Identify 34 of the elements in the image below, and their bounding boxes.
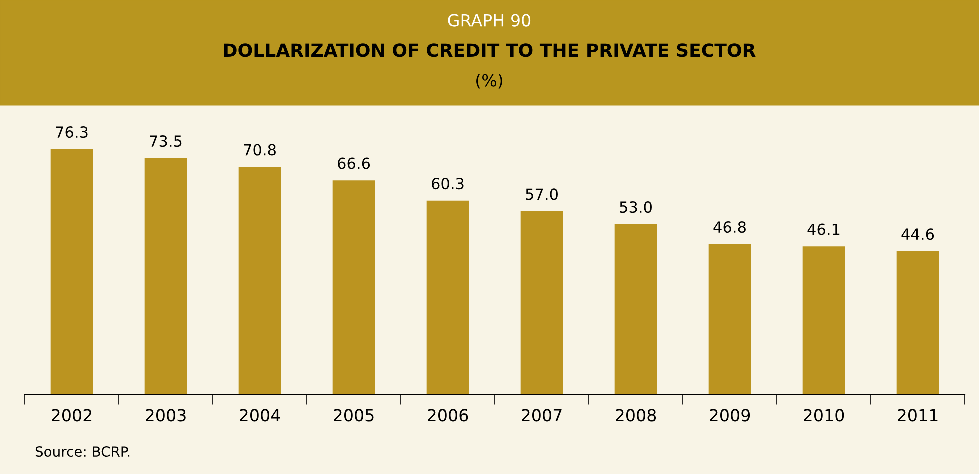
x-tick-label: 2011 xyxy=(898,409,938,422)
bar xyxy=(708,244,752,395)
data-label: 53.0 xyxy=(620,202,652,214)
data-label: 46.1 xyxy=(808,224,840,236)
bar xyxy=(802,246,846,395)
data-label: 70.8 xyxy=(244,144,276,156)
bar xyxy=(520,212,564,395)
x-tick-label: 2004 xyxy=(240,409,280,422)
bar xyxy=(238,167,282,395)
x-tick-label: 2003 xyxy=(146,409,186,422)
x-tick-label: 2002 xyxy=(52,409,92,422)
bar xyxy=(50,149,94,395)
x-tick-label: 2010 xyxy=(804,409,844,422)
x-tick-label: 2006 xyxy=(428,409,468,422)
x-tick-label: 2005 xyxy=(334,409,374,422)
data-label: 76.3 xyxy=(56,126,88,138)
bar xyxy=(896,251,940,395)
data-label: 46.8 xyxy=(714,222,746,234)
bar xyxy=(332,180,376,395)
bar xyxy=(614,224,658,395)
data-label: 66.6 xyxy=(338,158,370,170)
bar xyxy=(144,158,188,395)
chart-subtitle: (%) xyxy=(476,74,502,89)
x-tick-label: 2007 xyxy=(522,409,562,422)
x-tick-label: 2008 xyxy=(616,409,656,422)
data-label: 60.3 xyxy=(432,178,464,190)
chart-title: DOLLARIZATION OF CREDIT TO THE PRIVATE SECTOR xyxy=(224,44,756,58)
data-label: 44.6 xyxy=(902,228,934,240)
data-label: 73.5 xyxy=(150,136,182,148)
bar xyxy=(426,200,470,395)
data-label: 57.0 xyxy=(526,188,558,200)
x-tick-label: 2009 xyxy=(710,409,750,422)
caption: GRAPH 90 xyxy=(448,14,531,27)
source-note: Source: BCRP. xyxy=(36,446,130,458)
